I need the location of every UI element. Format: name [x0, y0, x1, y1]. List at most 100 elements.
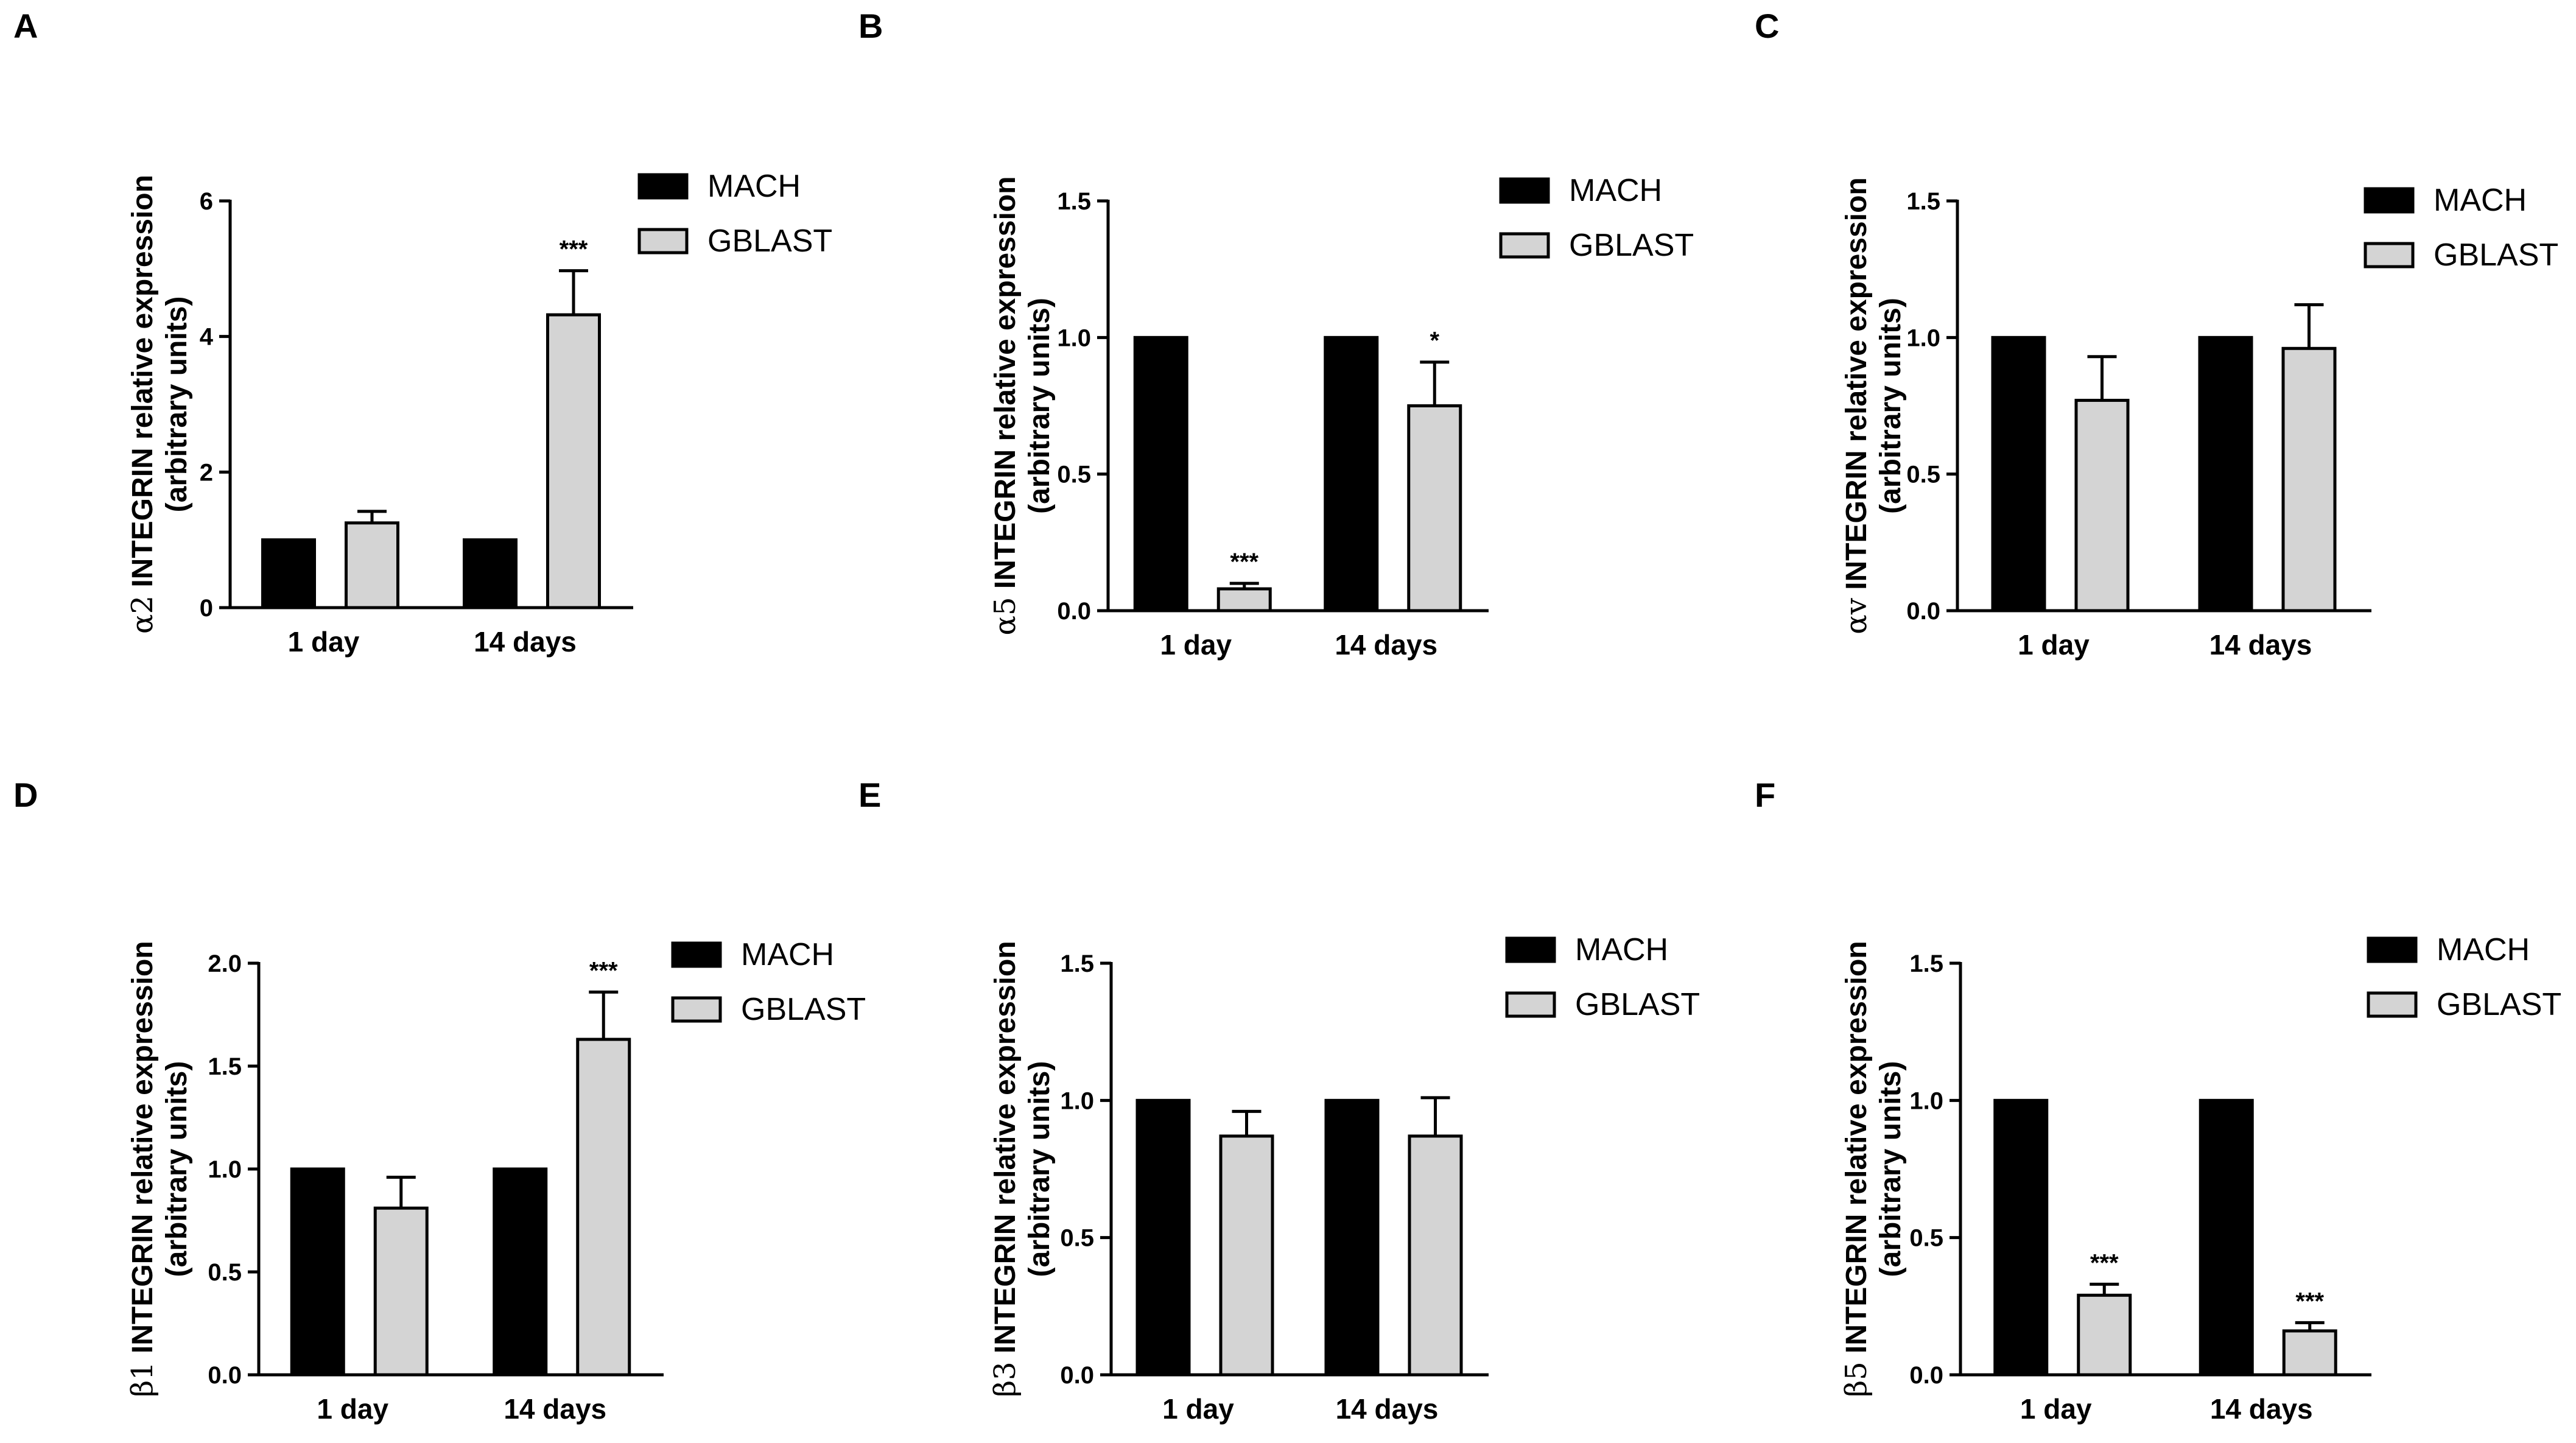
y-axis-title: αv INTEGRIN relative expression — [1839, 177, 1873, 634]
legend-label-gblast: GBLAST — [741, 992, 866, 1027]
panel-a: Aα2 INTEGRIN relative expression (arbitra… — [13, 7, 832, 658]
y-axis-title-symbol: αv — [1839, 598, 1873, 634]
bar-gblast-1day — [1216, 587, 1272, 613]
y-tick-label: 0.5 — [1906, 462, 1940, 488]
panel-letter: D — [13, 776, 38, 814]
y-tick-label: 4 — [200, 324, 214, 351]
legend-label-gblast: GBLAST — [707, 223, 832, 259]
y-axis-title: α5 INTEGRIN relative expression — [988, 177, 1022, 636]
x-category-label: 14 days — [1335, 629, 1437, 661]
y-tick-label: 1.0 — [1057, 325, 1091, 351]
bar-gblast-14days — [1407, 404, 1462, 613]
bar-gblast-1day — [373, 1206, 429, 1377]
bar-gblast-14days — [2281, 346, 2337, 613]
y-tick-label: 0.0 — [1909, 1362, 1943, 1389]
legend-swatch-mach — [2364, 187, 2415, 214]
bar-mach-1day — [1991, 335, 2046, 613]
significance-marker: *** — [1230, 549, 1258, 575]
bar-gblast-14days — [2282, 1329, 2337, 1377]
bar-mach-1day — [261, 538, 316, 609]
legend-label-gblast: GBLAST — [1569, 228, 1694, 263]
panel-letter: A — [13, 7, 38, 45]
y-axis-title-text: INTEGRIN relative expression — [1841, 177, 1873, 598]
bar-gblast-1day — [1219, 1134, 1274, 1377]
y-tick-label: 1.5 — [1906, 188, 1940, 215]
y-axis-title-text: INTEGRIN relative expression — [127, 941, 159, 1361]
y-tick-label: 2.0 — [208, 950, 242, 977]
legend-swatch-mach — [671, 941, 722, 968]
y-tick-label: 0.0 — [1906, 598, 1940, 625]
significance-marker: *** — [2295, 1288, 2324, 1315]
panel-f: Fβ5 INTEGRIN relative expression (arbitra… — [1755, 776, 2561, 1425]
bar-mach-14days — [1324, 335, 1379, 613]
legend-swatch-gblast — [1505, 991, 1556, 1018]
y-axis-title-symbol: β3 — [988, 1361, 1022, 1397]
y-axis-title-symbol: α5 — [988, 597, 1022, 635]
legend-label-mach: MACH — [741, 937, 834, 972]
bar-mach-14days — [493, 1167, 548, 1377]
x-category-label: 1 day — [1162, 1393, 1234, 1425]
y-axis-title: β1 INTEGRIN relative expression — [125, 941, 160, 1397]
x-category-label: 14 days — [2209, 629, 2312, 661]
panel-letter: B — [858, 7, 883, 45]
y-tick-label: 0.5 — [208, 1259, 242, 1286]
legend-swatch-mach — [1499, 177, 1550, 204]
y-tick-label: 0.5 — [1060, 1225, 1094, 1252]
y-tick-label: 6 — [200, 188, 213, 215]
y-tick-label: 2 — [200, 459, 213, 486]
panel-c: Cαv INTEGRIN relative expression (arbitra… — [1755, 7, 2558, 661]
legend-label-mach: MACH — [1569, 173, 1662, 208]
legend-label-mach: MACH — [707, 169, 801, 204]
y-tick-label: 0.5 — [1057, 462, 1091, 488]
y-axis-subtitle: (arbitrary units) — [1875, 298, 1907, 514]
bar-mach-14days — [463, 538, 518, 609]
legend-label-gblast: GBLAST — [1575, 987, 1700, 1022]
legend-swatch-gblast — [637, 228, 689, 255]
bar-mach-1day — [1133, 335, 1188, 613]
y-axis-title-symbol: β1 — [125, 1361, 160, 1397]
significance-marker: *** — [560, 236, 588, 263]
bar-mach-14days — [1324, 1098, 1380, 1377]
y-tick-label: 1.0 — [208, 1156, 242, 1183]
bar-gblast-14days — [576, 1037, 631, 1377]
significance-marker: *** — [2090, 1249, 2119, 1276]
bar-gblast-1day — [2074, 399, 2130, 613]
bar-mach-1day — [290, 1167, 345, 1377]
panel-letter: F — [1755, 776, 1775, 814]
y-axis-title: β3 INTEGRIN relative expression — [988, 941, 1022, 1397]
bar-mach-1day — [1135, 1098, 1191, 1377]
y-tick-label: 1.5 — [1060, 950, 1094, 977]
bar-mach-14days — [2199, 1098, 2254, 1377]
legend-swatch-gblast — [2367, 991, 2418, 1018]
y-axis-title-symbol: α2 — [125, 595, 160, 634]
legend-label-mach: MACH — [2434, 183, 2527, 218]
panel-letter: C — [1755, 7, 1779, 45]
panel-letter: E — [858, 776, 881, 814]
x-category-label: 14 days — [2210, 1393, 2313, 1425]
x-category-label: 1 day — [1160, 629, 1232, 661]
y-axis-subtitle: (arbitrary units) — [161, 297, 193, 513]
y-tick-label: 0.0 — [1060, 1362, 1094, 1389]
y-axis-title-text: INTEGRIN relative expression — [127, 175, 159, 595]
y-axis-title: β5 INTEGRIN relative expression — [1839, 941, 1873, 1397]
bar-gblast-1day — [345, 521, 399, 609]
bar-gblast-14days — [546, 313, 601, 609]
y-tick-label: 1.0 — [1906, 325, 1940, 351]
y-axis-subtitle: (arbitrary units) — [1875, 1061, 1907, 1277]
legend-swatch-mach — [2367, 936, 2418, 963]
y-tick-label: 1.0 — [1060, 1087, 1094, 1114]
significance-marker: *** — [589, 957, 618, 984]
x-category-label: 1 day — [2018, 629, 2090, 661]
x-category-label: 1 day — [317, 1393, 388, 1425]
legend-swatch-mach — [637, 173, 689, 200]
y-axis-subtitle: (arbitrary units) — [1023, 1061, 1056, 1277]
legend-swatch-gblast — [671, 996, 722, 1023]
x-category-label: 14 days — [474, 626, 577, 658]
y-tick-label: 1.5 — [1057, 188, 1091, 215]
y-axis-subtitle: (arbitrary units) — [161, 1061, 193, 1277]
y-axis-title: α2 INTEGRIN relative expression — [125, 175, 160, 634]
legend-label-mach: MACH — [1575, 932, 1668, 967]
panel-b: Bα5 INTEGRIN relative expression (arbitra… — [858, 7, 1694, 661]
y-tick-label: 0.0 — [208, 1362, 242, 1389]
